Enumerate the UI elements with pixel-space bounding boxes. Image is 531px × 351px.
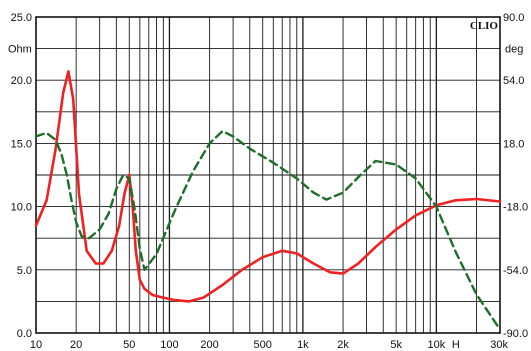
left-axis-tick-label: 25.0	[11, 12, 32, 24]
impedance-series-line	[34, 70, 502, 303]
x-axis-tick-label: 100	[160, 339, 178, 351]
axis-labels: 0.0 5.0 10.0 15.0 20.0 25.0 Ohm -90.0 -54.0 -18.0…	[8, 12, 528, 351]
x-axis-unit: H	[452, 339, 460, 351]
x-axis-tick-label: 20	[70, 339, 82, 351]
left-axis-unit: Ohm	[8, 44, 32, 56]
left-axis-tick-label: 0.0	[17, 328, 32, 340]
right-axis-tick-label: -18.0	[503, 202, 528, 214]
grid-lines	[36, 17, 500, 333]
x-axis-tick-label: 5k	[390, 339, 402, 351]
x-axis-tick-label: 30k	[490, 339, 508, 351]
x-axis-tick-label: 2k	[337, 339, 349, 351]
right-axis-tick-label: 54.0	[503, 75, 524, 87]
left-axis-tick-label: 15.0	[11, 138, 32, 150]
phase-series-line	[34, 129, 502, 331]
plot-border	[35, 16, 501, 334]
left-axis-tick-label: 5.0	[17, 265, 32, 277]
right-axis-tick-label: 18.0	[503, 138, 524, 150]
x-axis-tick-label: 1k	[297, 339, 309, 351]
x-axis-tick-label: 200	[200, 339, 218, 351]
clio-brand-label: CLIO	[470, 20, 499, 32]
right-axis-tick-label: 90.0	[503, 12, 524, 24]
x-axis-tick-label: 10	[30, 339, 42, 351]
series-layer	[34, 70, 502, 331]
left-axis-tick-label: 20.0	[11, 75, 32, 87]
x-axis-tick-label: 10k	[427, 339, 445, 351]
right-axis-tick-label: -90.0	[503, 328, 528, 340]
plot-frame	[35, 16, 501, 334]
x-axis-tick-label: 50	[123, 339, 135, 351]
x-axis-tick-label: 500	[254, 339, 272, 351]
left-axis-tick-label: 10.0	[11, 202, 32, 214]
right-axis-unit: deg	[505, 44, 523, 56]
right-axis-tick-label: -54.0	[503, 265, 528, 277]
